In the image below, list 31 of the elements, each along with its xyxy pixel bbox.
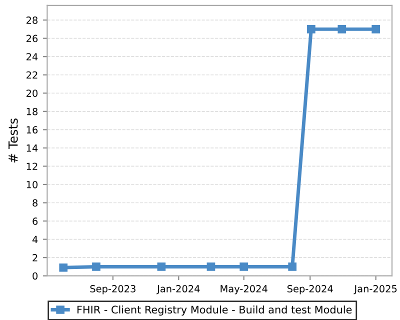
point (92, 262, 100, 271)
x-tick-label: Jan-2025 (354, 285, 397, 294)
y-tick-label: 28 (26, 16, 38, 24)
point (307, 25, 316, 34)
x-tick-label: Sep-2024 (287, 285, 333, 294)
point (59, 263, 68, 272)
x-tick-label: May-2024 (220, 285, 268, 294)
point (288, 262, 296, 271)
y-tick-label: 2 (32, 254, 38, 262)
y-tick-label: 20 (26, 90, 38, 97)
y-tick-label: 8 (32, 199, 38, 207)
y-tick-label: 12 (26, 162, 38, 170)
y-tick-label: 16 (26, 126, 38, 134)
point (240, 262, 248, 271)
x-tick-label: Sep-2023 (90, 285, 136, 294)
y-tick-label: 26 (26, 34, 38, 42)
y-tick-label: 0 (32, 272, 38, 280)
point (372, 25, 380, 34)
y-axis-title: # Tests (8, 118, 18, 162)
y-tick-label: 24 (26, 53, 38, 60)
y-tick-label: 4 (32, 236, 38, 243)
y-tick-label: 22 (26, 71, 38, 79)
point (338, 25, 346, 34)
y-tick-label: 14 (26, 144, 38, 152)
y-tick-label: 10 (26, 180, 38, 188)
y-tick-label: 6 (32, 218, 38, 225)
legend-label: FHIR - Client Registry Module - Build and test Module (77, 305, 352, 316)
point (157, 262, 166, 271)
y-tick-label: 18 (26, 108, 38, 116)
x-tick-label: Jan-2024 (156, 285, 200, 294)
point (206, 262, 216, 271)
